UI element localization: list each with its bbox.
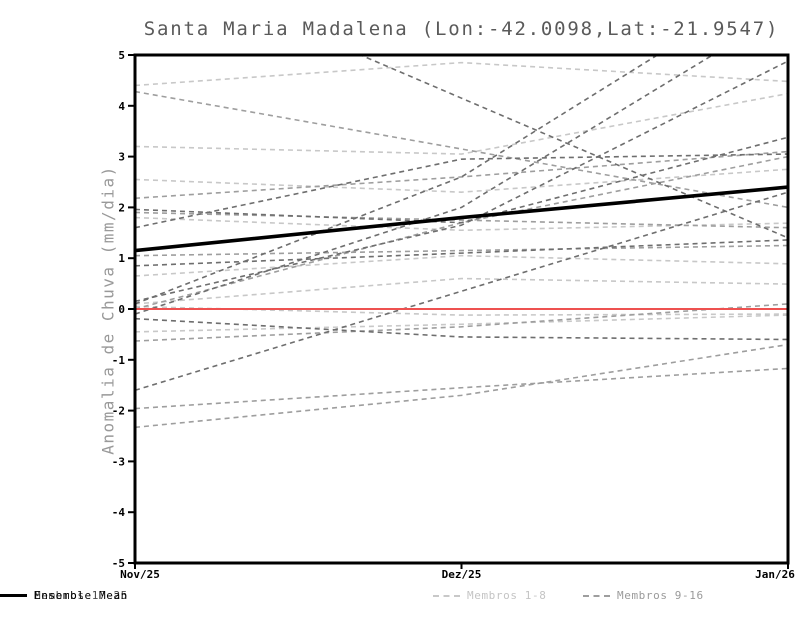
legend-item-ensemble-mean: Ensemble Mean <box>0 589 128 602</box>
member-line-3 <box>135 168 788 193</box>
member-line-2 <box>135 92 788 155</box>
member-line-21 <box>135 136 788 224</box>
y-tick-label: 0 <box>118 303 125 316</box>
legend-label: Membros 1-8 <box>467 589 547 602</box>
member-line-24 <box>135 317 788 341</box>
y-tick-label: 2 <box>118 201 125 214</box>
member-line-1 <box>135 61 788 87</box>
member-line-15 <box>135 244 788 257</box>
legend-label: Membros 17-25 <box>34 589 128 602</box>
y-tick-label: -3 <box>112 455 125 468</box>
member-line-20 <box>135 55 715 315</box>
y-tick-label: 1 <box>118 252 125 265</box>
y-tick-label: -2 <box>112 405 125 418</box>
dashed-line-sample-icon <box>433 594 460 597</box>
member-line-16 <box>135 90 788 209</box>
legend-label: Ensemble Mean <box>34 589 128 602</box>
member-line-10 <box>135 343 788 429</box>
legend-item-membros-1-8: Membros 1-8 <box>433 589 546 602</box>
member-line-12 <box>135 155 788 310</box>
y-tick-label: -4 <box>112 506 126 519</box>
y-tick-label: -5 <box>112 557 125 570</box>
member-line-19 <box>135 55 659 305</box>
member-line-18 <box>135 60 788 303</box>
y-tick-label: 4 <box>118 100 125 113</box>
member-line-13 <box>135 150 788 200</box>
ensemble-mean-line <box>135 185 788 253</box>
member-line-22 <box>135 153 788 229</box>
member-line-11 <box>135 303 788 342</box>
dashed-line-sample-icon <box>583 594 610 597</box>
solid-line-sample-icon <box>0 594 27 597</box>
member-line-23 <box>135 239 788 267</box>
member-line-25 <box>135 191 788 392</box>
member-line-17 <box>358 55 788 239</box>
legend-label: Membros 9-16 <box>617 589 704 602</box>
member-line-7 <box>135 314 788 333</box>
chart-title: Santa Maria Madalena (Lon:-42.0098,Lat:-… <box>143 18 780 40</box>
x-tick-label: Dez/25 <box>442 568 482 581</box>
member-line-8 <box>135 277 788 305</box>
x-tick-label: Jan/26 <box>755 568 795 581</box>
legend-item-membros-9-16: Membros 9-16 <box>583 589 704 602</box>
member-line-6 <box>135 305 788 316</box>
y-tick-label: 3 <box>118 151 125 164</box>
y-tick-label: -1 <box>112 354 126 367</box>
member-line-9 <box>135 367 788 410</box>
y-tick-label: 5 <box>118 49 125 62</box>
member-line-5 <box>135 254 788 277</box>
x-tick-label: Nov/25 <box>120 568 160 581</box>
